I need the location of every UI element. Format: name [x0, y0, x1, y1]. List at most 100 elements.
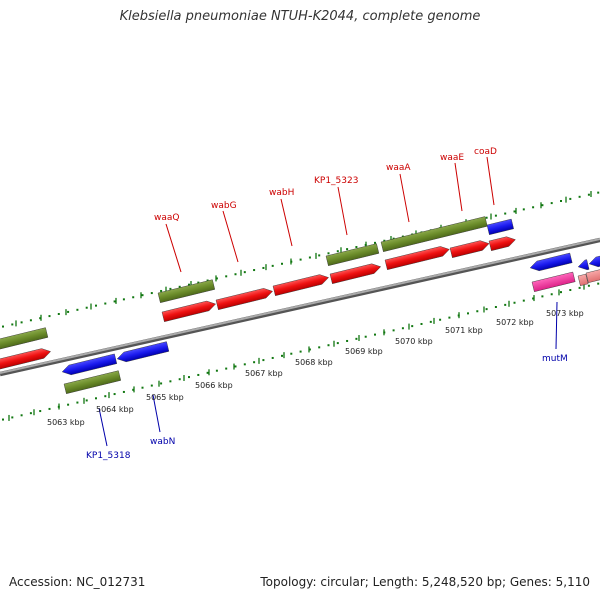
- tick-dot: [113, 300, 116, 303]
- tick-dot: [2, 418, 4, 421]
- tick-dot: [299, 350, 302, 353]
- leader-line: [454, 162, 463, 212]
- tick-dot: [215, 369, 218, 372]
- tick-dot: [532, 206, 535, 209]
- tick-dot: [160, 382, 163, 385]
- tick-dot: [318, 254, 321, 257]
- tick-dot: [225, 367, 228, 370]
- tick-dot: [188, 376, 190, 379]
- scale-label: 5066 kbp: [195, 381, 233, 390]
- tick-dot: [318, 346, 321, 349]
- scale-label: 5065 kbp: [146, 393, 184, 402]
- gene-label-waaQ: waaQ: [154, 213, 179, 223]
- misc-feature-salmon-shape: [585, 268, 600, 283]
- tick-dot: [29, 412, 32, 415]
- cds-arrow-blue: [61, 353, 118, 376]
- tick-dot: [383, 239, 386, 242]
- scale-label: 5064 kbp: [96, 405, 134, 414]
- tick-dot: [132, 388, 135, 391]
- gene-label-waaE: waaE: [440, 153, 464, 163]
- tick-dot: [178, 285, 181, 288]
- tick-dot: [560, 291, 562, 294]
- scale-label: 5072 kbp: [496, 318, 534, 327]
- gene-label-wabN: wabN: [150, 437, 175, 447]
- leader-line: [555, 301, 558, 350]
- misc-feature-salmon: [585, 268, 600, 283]
- tick-dot: [281, 262, 283, 265]
- gene-label-KP1_5323: KP1_5323: [314, 176, 358, 186]
- leader-line: [486, 156, 495, 206]
- gene-block-green: [157, 279, 216, 303]
- tick-dot: [141, 386, 144, 389]
- tick-dot: [197, 373, 200, 376]
- tick-dot: [448, 316, 451, 319]
- leader-line: [222, 210, 239, 263]
- cds-arrow-red: [272, 274, 329, 296]
- tick-dot: [392, 329, 395, 332]
- tick-dot: [243, 271, 246, 274]
- gene-label-wabG: wabG: [211, 201, 237, 211]
- cds-arrow-blue: [577, 259, 590, 271]
- tick-dot: [169, 287, 172, 290]
- tick-dot: [541, 295, 544, 298]
- tick-dot: [364, 335, 367, 338]
- tick-dot: [420, 322, 423, 325]
- cds-arrow-red: [215, 288, 273, 310]
- tick-dot: [504, 212, 507, 215]
- backbone-line: [0, 237, 600, 377]
- tick-dot: [308, 256, 311, 259]
- tick-dot: [178, 378, 181, 381]
- tick-dot: [39, 410, 42, 413]
- cds-arrow-blue-shape: [577, 259, 590, 271]
- tick-dot: [513, 210, 516, 213]
- cds-arrow-blue: [116, 341, 170, 363]
- gene-block-green-shape: [63, 370, 122, 394]
- tick-dot: [467, 312, 469, 315]
- tick-dot: [485, 308, 488, 311]
- cds-arrow-red: [384, 246, 450, 270]
- tick-dot: [494, 305, 497, 308]
- tick-dot: [578, 286, 581, 289]
- tick-dot: [160, 289, 163, 292]
- tick-dot: [550, 293, 553, 296]
- tick-dot: [122, 298, 125, 301]
- gene-block-green-shape: [157, 279, 216, 303]
- map-title: Klebsiella pneumoniae NTUH-K2044, comple…: [119, 9, 481, 24]
- tick-dot: [57, 312, 60, 315]
- leader-line: [98, 407, 108, 447]
- leader-line: [399, 173, 410, 223]
- tick-dot: [587, 284, 590, 287]
- tick-dot: [299, 258, 302, 261]
- tick-dot: [336, 250, 339, 253]
- tick-dot: [346, 248, 349, 251]
- cds-arrow-red-shape: [449, 240, 490, 258]
- cds-arrow-red: [329, 263, 382, 284]
- tick-dot: [67, 403, 70, 406]
- tick-dot: [39, 317, 42, 320]
- tick-dot: [597, 191, 600, 194]
- tick-dot: [20, 414, 23, 417]
- tick-dot: [150, 292, 153, 295]
- tick-dot: [95, 397, 97, 400]
- tick-dot: [95, 304, 97, 307]
- misc-feature-salmon-shape: [577, 273, 589, 286]
- cds-arrow-blue-shape: [529, 252, 573, 272]
- tick-dot: [494, 214, 497, 217]
- tick-dot: [346, 339, 349, 342]
- tick-dot: [85, 306, 88, 309]
- tick-dot: [504, 303, 507, 306]
- tick-dot: [597, 282, 600, 285]
- tick-dot: [401, 327, 404, 330]
- tick-dot: [67, 310, 70, 313]
- lower-tick-track: [2, 282, 600, 421]
- gene-block-green: [325, 243, 380, 266]
- scale-labels: 5063 kbp 5064 kbp 5065 kbp 5066 kbp 5067…: [47, 309, 584, 427]
- scale-label: 5068 kbp: [295, 358, 333, 367]
- tick-dot: [532, 297, 535, 300]
- tick-dot: [206, 279, 209, 282]
- feature-track: [0, 216, 600, 394]
- tick-dot: [234, 273, 237, 276]
- scale-label: 5069 kbp: [345, 347, 383, 356]
- tick-dot: [141, 294, 144, 297]
